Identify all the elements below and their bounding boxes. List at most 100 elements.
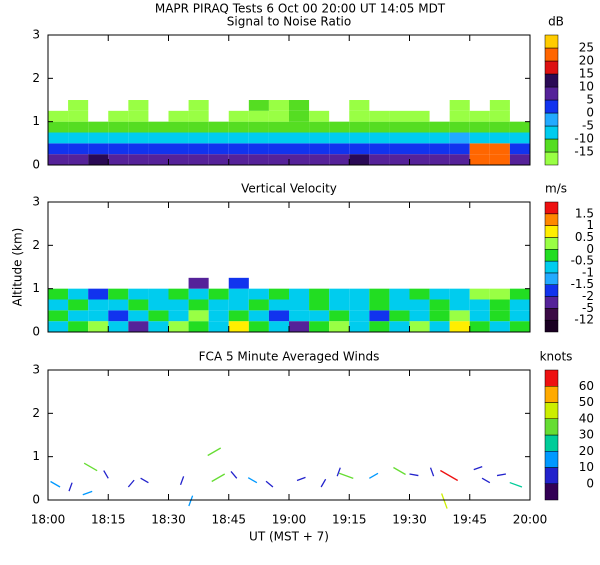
wind-barb xyxy=(441,493,448,509)
heatmap-cell xyxy=(208,288,229,300)
heatmap-cell xyxy=(389,299,410,311)
heatmap-cell xyxy=(349,100,370,111)
heatmap-cell xyxy=(208,299,229,311)
colorbar-label: -15 xyxy=(574,145,594,159)
colorbar-box xyxy=(544,112,559,127)
colorbar-box xyxy=(544,213,559,226)
colorbar-box xyxy=(544,47,559,62)
heatmap-cell xyxy=(228,299,249,311)
heatmap-cell xyxy=(489,110,510,122)
heatmap-cell xyxy=(349,310,370,322)
heatmap-cell xyxy=(489,310,510,322)
x-tick-label: 19:30 xyxy=(392,513,427,527)
heatmap-cell xyxy=(329,132,350,144)
heatmap-cell xyxy=(389,321,410,332)
colorbar-label: 10 xyxy=(579,460,594,474)
y-tick-label: 3 xyxy=(32,28,40,42)
heatmap-cell xyxy=(268,299,289,311)
colorbar-label: 30 xyxy=(579,428,594,442)
heatmap-cell xyxy=(289,299,310,311)
heatmap-cell xyxy=(469,310,490,322)
heatmap-cell xyxy=(409,132,430,144)
heatmap-cell xyxy=(449,299,470,311)
heatmap-cell xyxy=(228,321,249,332)
wind-barb xyxy=(481,477,491,484)
heatmap-cell xyxy=(68,143,89,155)
y-tick-label: 3 xyxy=(32,363,40,377)
heatmap-cell xyxy=(128,321,149,332)
colorbar-box xyxy=(544,260,559,274)
heatmap-cell xyxy=(429,121,450,133)
heatmap-cell xyxy=(329,121,350,133)
wind-barb xyxy=(336,467,341,477)
heatmap-cell xyxy=(128,154,149,165)
heatmap-cell xyxy=(168,310,189,322)
heatmap-cell xyxy=(148,121,169,133)
wind-barb xyxy=(230,471,238,479)
heatmap-cell xyxy=(289,132,310,144)
heatmap-cell xyxy=(369,143,390,155)
heatmap-cell xyxy=(309,310,330,322)
heatmap-cell xyxy=(409,110,430,122)
heatmap-cell xyxy=(449,132,470,144)
wind-barb xyxy=(140,477,149,484)
heatmap-cell xyxy=(329,310,350,322)
heatmap-cell xyxy=(268,288,289,300)
colorbar-label: 1.5 xyxy=(575,206,594,220)
x-tick-label: 20:00 xyxy=(513,513,548,527)
wind-barb xyxy=(265,480,274,488)
heatmap-cell xyxy=(268,310,289,322)
heatmap-cell xyxy=(128,310,149,322)
heatmap-cell xyxy=(309,299,330,311)
heatmap-cell xyxy=(369,110,390,122)
heatmap-cell xyxy=(469,110,490,122)
colorbar-label: -2 xyxy=(582,289,594,303)
colorbar-box xyxy=(544,434,559,452)
colorbar-box xyxy=(544,284,559,297)
heatmap-cell xyxy=(168,143,189,155)
y-tick-label: 0 xyxy=(32,325,40,339)
heatmap-cell xyxy=(369,288,390,300)
y-tick-label: 1 xyxy=(32,114,40,128)
heatmap-cell xyxy=(228,121,249,133)
heatmap-cell xyxy=(48,154,69,165)
wind-barb xyxy=(82,490,93,496)
heatmap-cell xyxy=(489,288,510,300)
heatmap-cell xyxy=(469,132,490,144)
wind-barb xyxy=(188,495,194,507)
wind-barb xyxy=(127,479,135,488)
heatmap-cell xyxy=(489,121,510,133)
colorbar-label: 0.5 xyxy=(575,230,594,244)
colorbar-label: 0 xyxy=(586,106,594,120)
heatmap-cell xyxy=(489,321,510,332)
panel-title: FCA 5 Minute Averaged Winds xyxy=(199,350,380,364)
x-tick-label: 19:15 xyxy=(332,513,367,527)
heatmap-cell xyxy=(489,299,510,311)
figure-title: MAPR PIRAQ Tests 6 Oct 00 20:00 UT 14:05… xyxy=(155,2,446,16)
colorbar-box xyxy=(544,418,559,436)
heatmap-cell xyxy=(449,110,470,122)
heatmap-cell xyxy=(409,143,430,155)
heatmap-cell xyxy=(108,132,129,144)
wind-barb xyxy=(320,478,327,488)
heatmap-cell xyxy=(309,121,330,133)
wind-barb xyxy=(247,477,258,484)
wind-barb xyxy=(296,476,306,482)
heatmap-cell xyxy=(48,321,69,332)
heatmap-cell xyxy=(88,288,109,300)
heatmap-cell xyxy=(309,288,330,300)
colorbar-box xyxy=(544,451,559,468)
colorbar-box xyxy=(544,249,559,262)
wind-barb xyxy=(393,466,406,476)
heatmap-cell xyxy=(289,121,310,133)
heatmap-cell xyxy=(509,121,530,133)
heatmap-cell xyxy=(449,100,470,111)
heatmap-cell xyxy=(68,321,89,332)
x-tick-label: 18:15 xyxy=(91,513,126,527)
heatmap-cell xyxy=(228,110,249,122)
heatmap-cell xyxy=(389,154,410,165)
heatmap-cell xyxy=(208,143,229,155)
heatmap-cell xyxy=(369,299,390,311)
heatmap-cell xyxy=(509,132,530,144)
